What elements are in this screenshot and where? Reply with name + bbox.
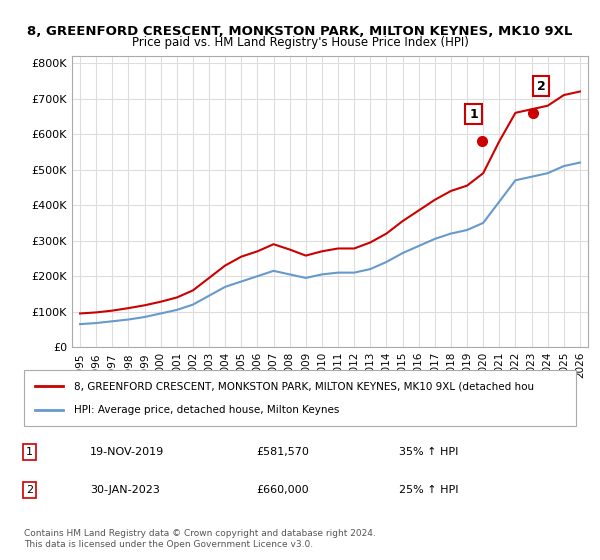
FancyBboxPatch shape <box>24 370 576 426</box>
Text: 8, GREENFORD CRESCENT, MONKSTON PARK, MILTON KEYNES, MK10 9XL: 8, GREENFORD CRESCENT, MONKSTON PARK, MI… <box>28 25 572 38</box>
Text: 2: 2 <box>537 80 545 93</box>
Text: Contains HM Land Registry data © Crown copyright and database right 2024.
This d: Contains HM Land Registry data © Crown c… <box>24 529 376 549</box>
Text: 8, GREENFORD CRESCENT, MONKSTON PARK, MILTON KEYNES, MK10 9XL (detached hou: 8, GREENFORD CRESCENT, MONKSTON PARK, MI… <box>74 381 534 391</box>
Text: £581,570: £581,570 <box>256 447 309 457</box>
Text: HPI: Average price, detached house, Milton Keynes: HPI: Average price, detached house, Milt… <box>74 405 339 415</box>
Text: 30-JAN-2023: 30-JAN-2023 <box>90 485 160 495</box>
Text: Price paid vs. HM Land Registry's House Price Index (HPI): Price paid vs. HM Land Registry's House … <box>131 36 469 49</box>
Text: 35% ↑ HPI: 35% ↑ HPI <box>400 447 459 457</box>
Text: £660,000: £660,000 <box>256 485 308 495</box>
Text: 2: 2 <box>26 485 33 495</box>
Text: 1: 1 <box>26 447 33 457</box>
Text: 1: 1 <box>469 108 478 120</box>
Text: 25% ↑ HPI: 25% ↑ HPI <box>400 485 459 495</box>
Text: 19-NOV-2019: 19-NOV-2019 <box>90 447 164 457</box>
